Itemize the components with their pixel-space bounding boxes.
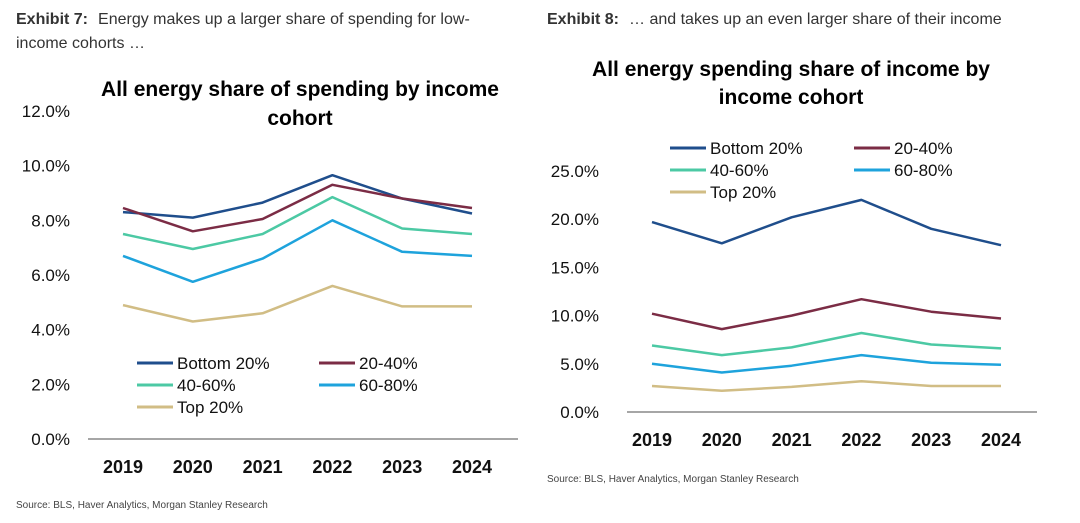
y-tick-label: 4.0% xyxy=(31,321,70,340)
y-tick-label: 10.0% xyxy=(551,307,599,326)
series-line-bottom-20pct xyxy=(651,198,1002,247)
spending-share-chart: All energy share of spending by income co… xyxy=(22,78,518,477)
income-share-chart: All energy spending share of income by in… xyxy=(551,58,1037,450)
y-tick-label: 10.0% xyxy=(22,157,70,176)
exhibit-7-label: Exhibit 7: xyxy=(16,11,89,28)
legend-label-40-60pct: 40-60% xyxy=(177,376,236,395)
legend-label-60-80pct: 60-80% xyxy=(359,376,418,395)
y-tick-label: 20.0% xyxy=(551,210,599,229)
series-line-bottom-20pct xyxy=(122,173,473,219)
x-tick-label: 2021 xyxy=(772,430,812,450)
y-tick-label: 2.0% xyxy=(31,375,70,394)
x-tick-label: 2022 xyxy=(841,430,881,450)
x-tick-label: 2019 xyxy=(632,430,672,450)
chart-title-line: cohort xyxy=(267,107,332,130)
x-tick-label: 2023 xyxy=(382,457,422,477)
legend-label-top-20pct: Top 20% xyxy=(177,398,243,417)
y-tick-label: 5.0% xyxy=(560,355,599,374)
exhibit-7-heading: Exhibit 7: Energy makes up a larger share… xyxy=(16,8,516,56)
y-tick-label: 25.0% xyxy=(551,162,599,181)
series-line-top-20pct xyxy=(122,284,472,323)
chart-title-line: All energy share of spending by income xyxy=(101,78,499,101)
series-line-40-60pct xyxy=(122,195,473,251)
legend-label-20-40pct: 20-40% xyxy=(359,354,418,373)
x-tick-label: 2020 xyxy=(173,457,213,477)
exhibit-8-label: Exhibit 8: xyxy=(547,11,620,28)
series-line-60-80pct xyxy=(651,353,1002,374)
series-line-40-60pct xyxy=(651,331,1002,357)
chart-title-line: All energy spending share of income by xyxy=(592,58,990,81)
x-tick-label: 2019 xyxy=(103,457,143,477)
legend-label-bottom-20pct: Bottom 20% xyxy=(710,139,803,158)
exhibit-7-source: Source: BLS, Haver Analytics, Morgan Sta… xyxy=(16,500,268,511)
x-tick-label: 2024 xyxy=(452,457,492,477)
y-tick-label: 6.0% xyxy=(31,266,70,285)
series-line-20-40pct xyxy=(651,297,1002,331)
y-tick-label: 12.0% xyxy=(22,102,70,121)
exhibit-7-caption: Energy makes up a larger share of spendi… xyxy=(16,11,470,52)
legend-label-bottom-20pct: Bottom 20% xyxy=(177,354,270,373)
x-tick-label: 2020 xyxy=(702,430,742,450)
chart-title-line: income cohort xyxy=(719,86,864,109)
y-tick-label: 8.0% xyxy=(31,211,70,230)
legend-label-40-60pct: 40-60% xyxy=(710,161,769,180)
y-tick-label: 0.0% xyxy=(31,430,70,449)
exhibit-8-panel: Exhibit 8: … and takes up an even larger … xyxy=(545,0,1080,523)
series-line-20-40pct xyxy=(122,183,473,233)
legend-label-20-40pct: 20-40% xyxy=(894,139,953,158)
x-tick-label: 2021 xyxy=(243,457,283,477)
series-line-top-20pct xyxy=(651,379,1001,393)
exhibit-8-source: Source: BLS, Haver Analytics, Morgan Sta… xyxy=(547,474,799,485)
exhibit-8-heading: Exhibit 8: … and takes up an even larger … xyxy=(547,8,1067,32)
x-tick-label: 2022 xyxy=(312,457,352,477)
exhibit-7-panel: Exhibit 7: Energy makes up a larger share… xyxy=(0,0,530,523)
x-tick-label: 2023 xyxy=(911,430,951,450)
x-tick-label: 2024 xyxy=(981,430,1021,450)
legend-label-60-80pct: 60-80% xyxy=(894,161,953,180)
y-tick-label: 0.0% xyxy=(560,403,599,422)
legend-label-top-20pct: Top 20% xyxy=(710,183,776,202)
y-tick-label: 15.0% xyxy=(551,258,599,277)
series-line-60-80pct xyxy=(122,219,473,284)
exhibit-8-caption: … and takes up an even larger share of t… xyxy=(629,11,1002,28)
